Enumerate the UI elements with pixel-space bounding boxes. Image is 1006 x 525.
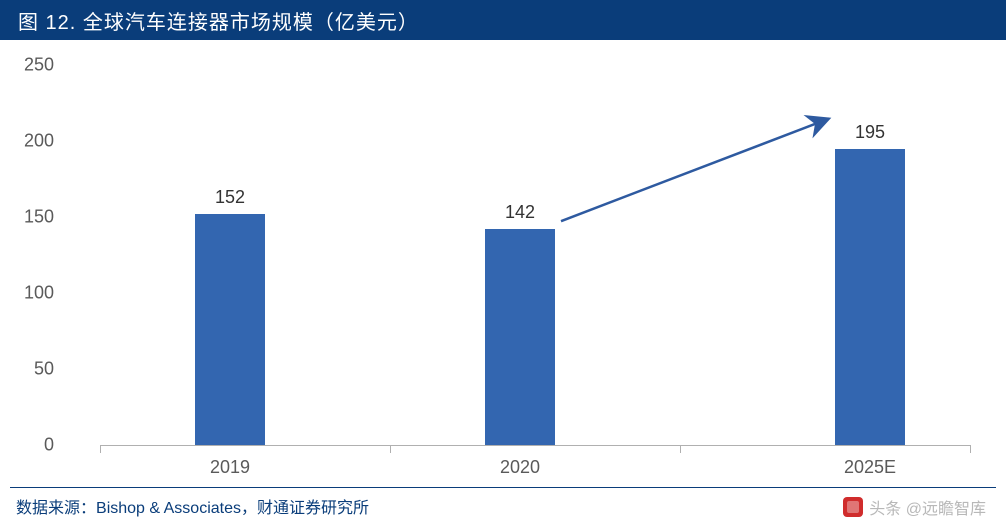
chart-area: 0 50 100 150 200 250 152 2019 142 2020 195 2025E — [0, 40, 1006, 480]
plot-region: 050100150200250152201914220201952025E — [100, 65, 970, 445]
chart-title: 图 12. 全球汽车连接器市场规模（亿美元） — [18, 6, 419, 35]
y-tick-label: 250 — [0, 55, 54, 76]
bar — [835, 149, 905, 445]
figure-container: 图 12. 全球汽车连接器市场规模（亿美元） 0 50 100 150 200 250 15… — [0, 0, 1006, 525]
watermark: 头条 @远瞻智库 — [843, 495, 986, 519]
x-tick — [100, 445, 101, 453]
y-tick-label: 100 — [0, 283, 54, 304]
bar — [485, 229, 555, 445]
x-tick-label: 2020 — [500, 457, 540, 478]
y-tick-label: 200 — [0, 131, 54, 152]
source-label: 数据来源： — [16, 494, 96, 518]
bar-value-label: 152 — [215, 187, 245, 208]
x-tick — [680, 445, 681, 453]
bar-value-label: 195 — [855, 122, 885, 143]
x-axis-line — [100, 445, 970, 446]
bar — [195, 214, 265, 445]
bar-value-label: 142 — [505, 202, 535, 223]
y-tick-label: 0 — [0, 435, 54, 456]
watermark-icon — [843, 497, 863, 517]
x-tick — [970, 445, 971, 453]
x-tick-label: 2025E — [844, 457, 896, 478]
chart-title-bar: 图 12. 全球汽车连接器市场规模（亿美元） — [0, 0, 1006, 40]
source-text: Bishop & Associates，财通证券研究所 — [96, 494, 369, 518]
watermark-text: 头条 @远瞻智库 — [869, 495, 986, 519]
y-tick-label: 50 — [0, 359, 54, 380]
x-tick-label: 2019 — [210, 457, 250, 478]
x-tick — [390, 445, 391, 453]
y-tick-label: 150 — [0, 207, 54, 228]
